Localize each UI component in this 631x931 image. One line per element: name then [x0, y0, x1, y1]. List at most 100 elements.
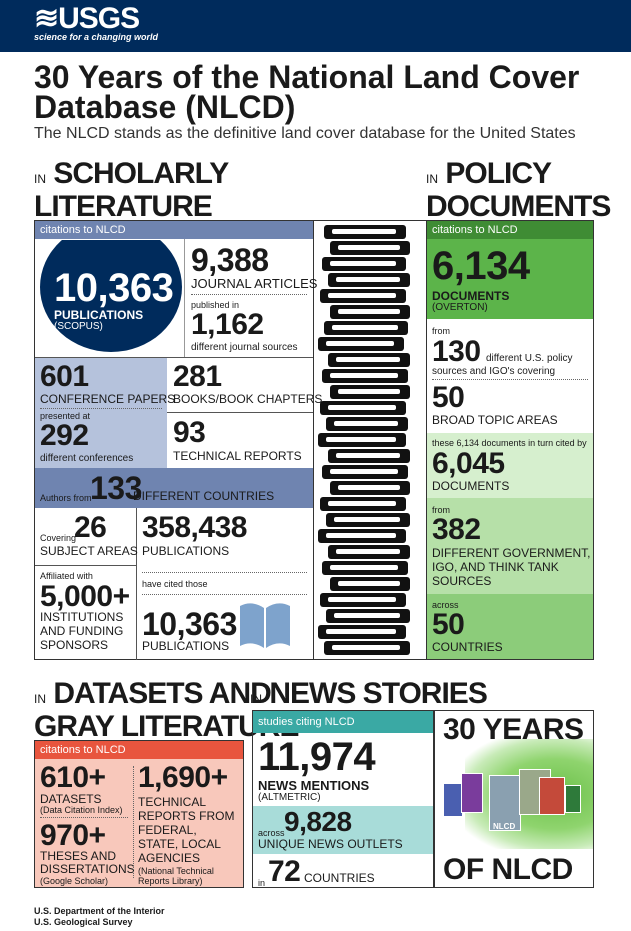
covering-label: Covering	[40, 533, 77, 543]
scholarly-panel	[34, 220, 314, 660]
publications-source: (SCOPUS)	[54, 321, 103, 332]
book-icon	[330, 577, 410, 591]
journal-value: 9,388	[191, 242, 269, 278]
policy-cited-label: DOCUMENTS	[432, 479, 510, 493]
policy-topics-value: 50	[432, 381, 465, 414]
technical-reports-2-label-5: AGENCIES	[138, 851, 201, 865]
policy-heading-1: POLICY	[445, 157, 552, 190]
technical-reports-2-source-2: Reports Library)	[138, 876, 203, 886]
thirty-years-panel: NLCD 30 YEARS OF NLCD	[434, 710, 594, 888]
institutions-label-1: INSTITUTIONS	[40, 610, 124, 624]
have-cited-label: have cited those	[142, 579, 208, 589]
technical-reports-2-source-1: (National Technical	[138, 866, 214, 876]
map-thumbnail	[461, 773, 483, 813]
conference-value: 601	[40, 360, 89, 393]
policy-orgs-value: 382	[432, 513, 481, 546]
divider	[191, 294, 307, 295]
book-icon	[318, 433, 406, 447]
in-label: IN	[250, 692, 262, 706]
publications-2-value: 10,363	[142, 606, 237, 642]
conference-label: CONFERENCE PAPERS	[40, 392, 176, 406]
usgs-logo[interactable]: ≋USGS science for a changing world	[34, 4, 158, 43]
journal-label: JOURNAL ARTICLES	[191, 276, 318, 291]
technical-reports-2-label-2: REPORTS FROM	[138, 809, 235, 823]
news-bar: studies citing NLCD	[253, 711, 433, 733]
divider	[167, 412, 313, 413]
publications-circle-wrap: 10,363 PUBLICATIONS (SCOPUS)	[40, 240, 182, 358]
scholarly-heading: IN SCHOLARLY LITERATURE	[34, 159, 229, 222]
policy-topics-label: BROAD TOPIC AREAS	[432, 413, 558, 427]
book-icon	[328, 353, 410, 367]
theses-value: 970+	[40, 819, 106, 852]
policy-documents-value: 6,134	[432, 244, 530, 288]
publications-label: PUBLICATIONS	[54, 308, 144, 322]
divider	[142, 594, 307, 595]
book-icon	[322, 465, 408, 479]
book-icon	[328, 273, 410, 287]
book-icon	[326, 609, 410, 623]
map-thumbnail	[443, 783, 463, 817]
policy-orgs-block	[427, 498, 593, 594]
header-bar	[0, 0, 631, 52]
policy-across-label: across	[432, 600, 459, 610]
map-thumbnail	[489, 775, 521, 831]
policy-heading-2: DOCUMENTS	[426, 190, 611, 223]
countries-label: DIFFERENT COUNTRIES	[133, 489, 275, 503]
policy-citations-bar: citations to NLCD	[427, 221, 593, 239]
books-label: BOOKS/BOOK CHAPTERS	[173, 392, 323, 406]
map-thumbnail	[539, 777, 565, 815]
news-in-label: in	[258, 878, 266, 888]
thirty-years-top: 30 YEARS	[443, 713, 584, 746]
footer-line-2: U.S. Geological Survey	[34, 917, 133, 927]
divider	[40, 817, 128, 818]
authors-from-label: Authors from	[40, 493, 92, 503]
in-label: IN	[426, 172, 438, 186]
publications-value: 10,363	[54, 266, 174, 310]
journal-sources-value: 1,162	[191, 308, 264, 341]
news-outlets-label: UNIQUE NEWS OUTLETS	[258, 837, 403, 851]
book-icon	[330, 241, 410, 255]
book-icon	[330, 305, 410, 319]
scholarly-citations-bar: citations to NLCD	[35, 221, 313, 239]
book-icon	[322, 561, 408, 575]
datasets-panel	[34, 740, 244, 888]
theses-label-2: DISSERTATIONS	[40, 862, 135, 876]
news-heading: IN NEWS STORIES	[250, 679, 488, 713]
thirty-years-bottom: OF NLCD	[443, 853, 573, 886]
policy-cited-block	[427, 433, 593, 498]
divider	[35, 357, 313, 358]
divider	[133, 766, 134, 878]
divider	[432, 379, 588, 380]
technical-reports-value: 93	[173, 416, 206, 449]
in-label: IN	[34, 692, 46, 706]
page-subtitle: The NLCD stands as the definitive land c…	[34, 125, 576, 142]
divider	[136, 508, 137, 660]
book-icon	[318, 625, 406, 639]
conferences-value: 292	[40, 419, 89, 452]
datasets-source: (Data Citation Index)	[40, 805, 123, 815]
divider	[40, 408, 162, 409]
policy-sources-label-2: sources and IGO's covering	[432, 366, 556, 377]
open-book-icon	[240, 603, 290, 648]
policy-orgs-label-3: SOURCES	[432, 574, 492, 588]
news-mentions-label: NEWS MENTIONS	[258, 778, 370, 793]
divider	[184, 239, 185, 357]
conferences-label: different conferences	[40, 453, 134, 464]
book-icon	[318, 337, 404, 351]
published-in-label: published in	[191, 300, 240, 310]
policy-countries-label: COUNTRIES	[432, 640, 503, 654]
theses-label-1: THESES AND	[40, 849, 117, 863]
footer: U.S. Department of the Interior U.S. Geo…	[34, 906, 165, 928]
book-icon	[320, 401, 406, 415]
datasets-label: DATASETS	[40, 792, 102, 806]
news-mentions-source: (ALTMETRIC)	[258, 792, 321, 803]
policy-documents-block	[427, 239, 593, 319]
book-icon	[330, 385, 410, 399]
divider	[35, 565, 136, 566]
news-outlets-block	[253, 806, 433, 854]
news-across-label: across	[258, 828, 285, 838]
news-panel	[252, 710, 434, 888]
divider	[142, 572, 307, 573]
book-stack	[314, 220, 426, 660]
policy-turn-cited-label: these 6,134 documents in turn cited by	[432, 438, 587, 448]
